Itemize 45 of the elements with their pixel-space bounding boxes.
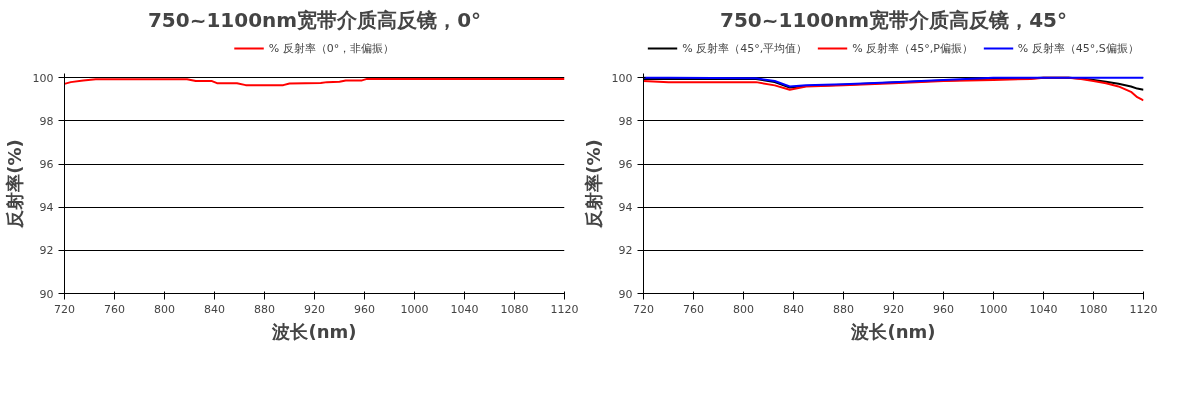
y-axis-title: 反射率(%): [3, 139, 25, 229]
x-tick-label: 880: [833, 302, 854, 316]
chart-title: 750~1100nm宽带介质高反镜，45°: [719, 7, 1068, 32]
x-axis-title: 波长(nm): [850, 320, 936, 342]
x-tick-label: 920: [304, 302, 325, 316]
y-tick-label: 96: [618, 158, 633, 172]
x-tick-label: 760: [683, 302, 704, 316]
y-tick-label: 90: [39, 287, 54, 301]
chart-title: 750~1100nm宽带介质高反镜，0°: [147, 7, 482, 32]
y-tick-label: 100: [32, 71, 54, 85]
y-tick-label: 92: [39, 244, 54, 258]
x-axis-title: 波长(nm): [271, 320, 357, 342]
y-axis-title: 反射率(%): [582, 139, 604, 229]
x-tick-label: 920: [883, 302, 904, 316]
x-tick-label: 840: [783, 302, 804, 316]
y-tick-label: 98: [39, 114, 54, 128]
x-tick-label: 960: [933, 302, 954, 316]
x-tick-label: 1000: [979, 302, 1008, 316]
y-tick-label: 96: [39, 158, 54, 172]
y-tick-label: 90: [618, 287, 633, 301]
x-tick-label: 800: [733, 302, 754, 316]
y-tick-label: 94: [618, 201, 633, 215]
legend-label: % 反射率（45°,平均值）: [682, 40, 808, 56]
x-tick-label: 720: [54, 302, 75, 316]
y-tick-label: 94: [39, 201, 54, 215]
x-tick-label: 760: [104, 302, 125, 316]
x-tick-label: 1040: [450, 302, 479, 316]
x-tick-label: 840: [204, 302, 225, 316]
line-series: [64, 77, 565, 87]
y-tick-label: 100: [611, 71, 633, 85]
x-tick-label: 1120: [550, 302, 579, 316]
y-tick-label: 98: [618, 114, 633, 128]
x-tick-label: 1080: [1079, 302, 1108, 316]
x-tick-label: 1000: [400, 302, 429, 316]
x-tick-label: 880: [254, 302, 275, 316]
x-tick-label: 1120: [1129, 302, 1158, 316]
x-tick-label: 720: [633, 302, 654, 316]
x-tick-label: 1080: [500, 302, 529, 316]
legend-label: % 反射率（45°,P偏振）: [852, 40, 973, 56]
legend-label: % 反射率（0°，非偏振）: [268, 40, 395, 56]
x-tick-label: 1040: [1029, 302, 1058, 316]
legend-label: % 反射率（45°,S偏振）: [1017, 40, 1139, 56]
x-tick-label: 800: [154, 302, 175, 316]
y-tick-label: 92: [618, 244, 633, 258]
x-tick-label: 960: [354, 302, 375, 316]
